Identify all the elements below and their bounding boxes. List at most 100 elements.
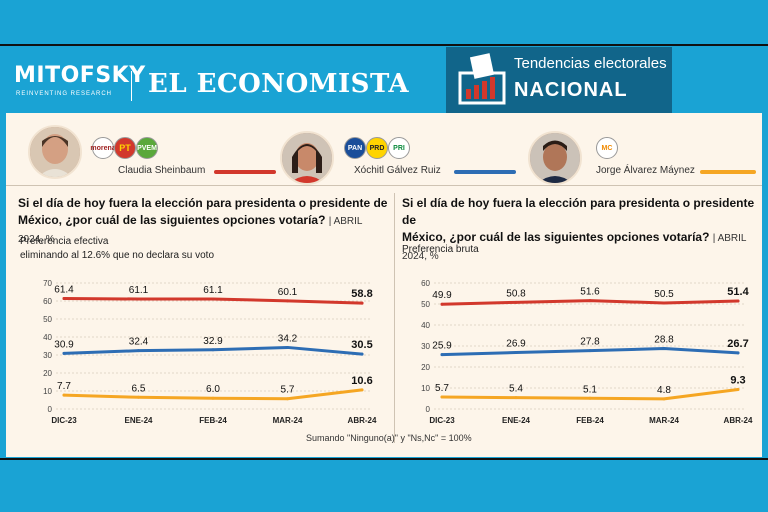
data-point	[588, 396, 592, 400]
data-label: 61.4	[54, 284, 74, 295]
data-label: 30.5	[351, 339, 372, 351]
data-label: 28.8	[654, 335, 674, 346]
data-label: 9.3	[730, 374, 745, 386]
data-label: 6.0	[206, 384, 220, 395]
data-point	[286, 299, 289, 303]
x-tick-label: ENE-24	[502, 416, 531, 425]
candidate-name-galvez: Xóchitl Gálvez Ruiz	[354, 165, 441, 176]
trends-title: Tendencias electorales	[514, 55, 667, 72]
data-label: 25.9	[432, 341, 452, 352]
legend-line-galvez	[454, 170, 516, 174]
y-tick-label: 50	[43, 315, 52, 324]
x-tick-label: ABR-24	[724, 416, 753, 425]
data-label: 32.4	[129, 337, 149, 348]
data-label: 51.6	[580, 287, 600, 298]
candidate-photo-galvez	[280, 131, 334, 185]
y-tick-label: 70	[43, 279, 52, 288]
candidate-photo-maynez	[528, 131, 582, 185]
panel-divider	[394, 193, 395, 443]
y-tick-label: 10	[421, 384, 430, 393]
pri-party-icon: PRI	[388, 137, 410, 159]
y-tick-label: 30	[421, 342, 430, 351]
y-tick-label: 0	[48, 405, 53, 414]
data-point	[62, 393, 66, 397]
data-point	[137, 297, 140, 301]
right-question-line1: Si el día de hoy fuera la elección para …	[402, 196, 755, 227]
y-tick-label: 50	[421, 300, 430, 309]
data-point	[360, 301, 364, 305]
data-point	[662, 397, 666, 401]
morena-party-icon: morena	[90, 137, 116, 159]
legend-line-sheinbaum	[214, 170, 276, 174]
candidate-photo-sheinbaum	[28, 125, 82, 179]
header-bar: MITOFSKY REINVENTING RESEARCH EL ECONOMI…	[6, 47, 762, 113]
y-tick-label: 0	[426, 405, 431, 414]
y-tick-label: 10	[43, 387, 52, 396]
data-label: 5.1	[583, 384, 597, 395]
top-rule	[0, 44, 768, 46]
ballot-box-icon	[458, 53, 506, 105]
y-tick-label: 20	[43, 369, 52, 378]
right-question-tag: | ABRIL 2024, %	[402, 233, 747, 262]
x-tick-label: ENE-24	[124, 416, 153, 425]
x-tick-label: DIC-23	[429, 416, 455, 425]
left-question-line2: México, ¿por cuál de las siguientes opci…	[18, 213, 326, 227]
legend-divider	[6, 185, 762, 186]
x-tick-label: DIC-23	[51, 416, 77, 425]
data-point	[286, 345, 289, 349]
left-question-line1: Si el día de hoy fuera la elección para …	[18, 196, 388, 210]
bottom-rule	[0, 458, 768, 460]
infographic-frame: MITOFSKY REINVENTING RESEARCH EL ECONOMI…	[6, 47, 762, 457]
data-point	[137, 349, 140, 353]
data-label: 34.2	[278, 333, 298, 344]
left-question-tag: | ABRIL 2024, %	[18, 216, 363, 245]
data-point	[360, 352, 364, 356]
data-label: 27.8	[580, 337, 600, 348]
data-label: 49.9	[432, 290, 452, 301]
data-point	[588, 349, 592, 353]
data-point	[440, 395, 444, 399]
data-label: 58.8	[351, 288, 372, 300]
pvem-party-icon: PVEM	[136, 137, 158, 159]
data-label: 32.9	[203, 336, 223, 347]
data-point	[211, 396, 215, 400]
x-tick-label: FEB-24	[199, 416, 227, 425]
mitofsky-tagline: REINVENTING RESEARCH	[16, 91, 113, 97]
data-point	[514, 396, 518, 400]
data-label: 5.7	[281, 385, 295, 396]
chart-preferencia-efectiva: 0 10 20 30 40 50 60 70 DIC-23 ENE-24 FEB-24 MAR-24 A…	[43, 279, 377, 425]
data-point	[440, 353, 444, 357]
x-tick-label: FEB-24	[576, 416, 604, 425]
data-point	[137, 395, 140, 399]
data-label: 51.4	[727, 286, 749, 298]
data-point	[662, 347, 666, 351]
right-question-line2: México, ¿por cuál de las siguientes opci…	[402, 230, 710, 244]
data-label: 26.9	[506, 339, 526, 350]
candidate-name-sheinbaum: Claudia Sheinbaum	[118, 165, 206, 176]
x-tick-label: ABR-24	[348, 416, 377, 425]
data-point	[211, 297, 215, 301]
right-question: Si el día de hoy fuera la elección para …	[402, 195, 762, 265]
chart-preferencia-bruta: 0 10 20 30 40 50 60 DIC-23 ENE-24 FEB-24 MAR-24 ABR…	[421, 279, 753, 425]
y-tick-label: 60	[43, 297, 52, 306]
data-label: 50.5	[654, 289, 674, 300]
footnote: Sumando "Ninguno(a)" y "Ns,Nc" = 100%	[306, 433, 472, 443]
data-label: 26.7	[727, 338, 748, 350]
data-point	[211, 348, 215, 352]
data-label: 7.7	[57, 381, 71, 392]
data-point	[440, 302, 444, 306]
mc-party-icon: MC	[596, 137, 618, 159]
data-point	[588, 299, 592, 303]
y-tick-label: 40	[43, 333, 52, 342]
data-label: 60.1	[278, 287, 298, 298]
data-point	[62, 296, 66, 300]
y-tick-label: 30	[43, 351, 52, 360]
candidate-legend: morena PT PVEM Claudia Sheinbaum PAN PRD…	[6, 113, 762, 191]
data-label: 5.4	[509, 384, 523, 395]
data-point	[736, 351, 740, 355]
y-tick-label: 20	[421, 363, 430, 372]
data-label: 5.7	[435, 383, 449, 394]
data-point	[514, 300, 518, 304]
x-tick-label: MAR-24	[649, 416, 679, 425]
data-label: 61.1	[129, 285, 149, 296]
